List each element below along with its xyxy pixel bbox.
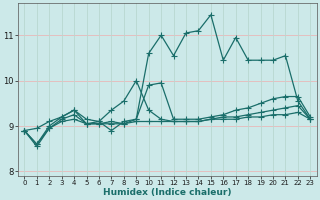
X-axis label: Humidex (Indice chaleur): Humidex (Indice chaleur) [103, 188, 232, 197]
